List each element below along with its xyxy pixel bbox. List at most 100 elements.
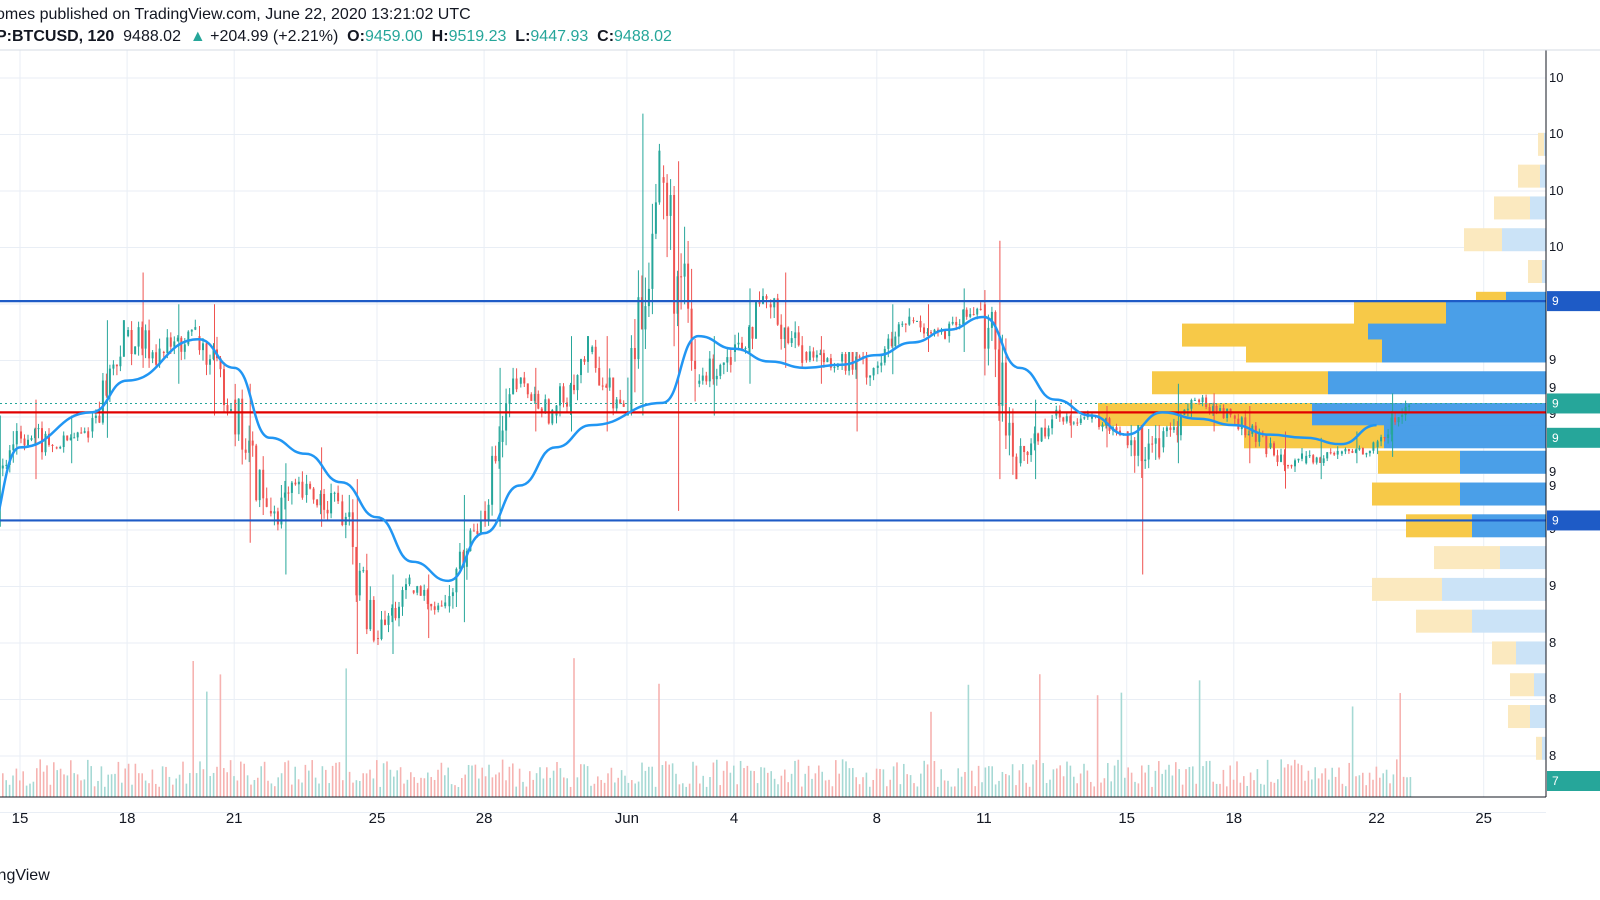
- volume-bar: [484, 776, 487, 797]
- candle-body: [841, 354, 844, 362]
- volume-bar: [1039, 674, 1041, 797]
- x-tick-label: 25: [369, 810, 386, 827]
- vp-row-yellow: [1098, 403, 1312, 427]
- candle-body: [280, 497, 283, 525]
- volume-bar: [1178, 769, 1180, 797]
- volume-bar: [743, 768, 745, 797]
- candle-body: [576, 375, 579, 391]
- volume-bar: [984, 767, 987, 797]
- volume-bar: [947, 780, 949, 797]
- volume-bar: [1185, 769, 1187, 797]
- candle-body: [773, 298, 776, 308]
- volume-bar: [335, 762, 337, 797]
- candle-body: [1336, 450, 1339, 455]
- candle-body: [83, 431, 86, 433]
- x-tick-label: 28: [476, 810, 493, 827]
- candle-body: [1340, 451, 1343, 454]
- candle-body: [255, 445, 258, 501]
- volume-bar: [1324, 768, 1327, 797]
- volume-bar: [161, 766, 164, 797]
- candle-body: [333, 492, 336, 494]
- candle-body: [933, 329, 936, 334]
- volume-bar: [263, 761, 266, 797]
- symbol-label[interactable]: P:BTCUSD, 120: [0, 28, 115, 45]
- volume-bar: [314, 777, 317, 797]
- candle-body: [384, 619, 386, 625]
- candle-body: [908, 316, 911, 325]
- volume-bar: [937, 786, 939, 797]
- volume-bar: [1392, 774, 1395, 797]
- vp-row-blue: [1534, 673, 1546, 697]
- volume-bar: [651, 766, 653, 797]
- volume-bar: [39, 759, 41, 797]
- candle-body: [826, 358, 829, 363]
- candle-body: [815, 354, 818, 358]
- volume-bar: [1239, 782, 1242, 797]
- candle-body: [69, 437, 72, 441]
- volume-bar: [87, 759, 89, 797]
- candle-body: [1158, 438, 1161, 458]
- candle-body: [127, 330, 130, 337]
- volume-bar: [104, 786, 106, 797]
- candle-body: [979, 308, 982, 310]
- candle-body: [80, 432, 83, 434]
- volume-bar: [1137, 783, 1140, 797]
- close-value: 9488.02: [614, 28, 672, 45]
- candle-body: [955, 321, 958, 326]
- volume-bar: [845, 761, 847, 797]
- volume-bar: [600, 779, 602, 797]
- horizontal-levels[interactable]: [0, 300, 1546, 522]
- x-tick-label: 18: [1225, 810, 1242, 827]
- candle-body: [1004, 362, 1007, 436]
- candle-body: [887, 338, 890, 349]
- high-label: H:: [431, 28, 449, 45]
- candle-body: [580, 359, 582, 376]
- volume-bar: [223, 768, 225, 797]
- candle-body: [405, 584, 407, 591]
- candle-body: [234, 399, 237, 435]
- candle-body: [112, 364, 115, 369]
- candle-body: [769, 304, 772, 308]
- candle-body: [755, 302, 757, 339]
- candle-body: [869, 375, 872, 378]
- candle-body: [469, 530, 472, 552]
- candle-body: [591, 346, 594, 352]
- volume-bar: [172, 784, 174, 797]
- volume-bar: [1266, 759, 1269, 797]
- volume-bar: [1090, 781, 1092, 797]
- candle-body: [1305, 455, 1308, 464]
- vp-row-blue: [1472, 514, 1546, 538]
- candle-body: [15, 430, 18, 445]
- candle-body: [776, 298, 779, 325]
- volume-bar: [1368, 772, 1371, 797]
- volume-bar: [240, 761, 242, 797]
- candle-body: [658, 150, 661, 203]
- candle-body: [1033, 433, 1036, 444]
- candle-body: [55, 447, 58, 449]
- volume-bar: [1300, 765, 1303, 797]
- volume-bar: [852, 767, 854, 797]
- volume-bar: [15, 768, 18, 797]
- candle-body: [491, 455, 494, 505]
- volume-bar: [287, 760, 290, 797]
- candle-body: [476, 531, 479, 535]
- vp-row-blue: [1544, 132, 1546, 156]
- candle-body: [1390, 417, 1393, 435]
- volume-bar: [427, 772, 429, 797]
- vp-row-yellow: [1372, 577, 1442, 601]
- volume-bar: [903, 763, 905, 797]
- vp-row-yellow: [1378, 450, 1460, 474]
- candle-body: [1126, 431, 1129, 446]
- volume-bar: [974, 786, 976, 797]
- y-tick-label: 9: [1549, 352, 1556, 367]
- vp-row-blue: [1516, 641, 1546, 665]
- volume-bar: [746, 765, 749, 797]
- tradingview-brand: ingView: [0, 867, 50, 884]
- volume-bar: [1001, 771, 1004, 797]
- candle-body: [1397, 417, 1400, 423]
- candle-body: [666, 182, 669, 216]
- volume-bar: [767, 772, 769, 797]
- volume-bar: [892, 766, 895, 797]
- volume-bar: [926, 764, 929, 797]
